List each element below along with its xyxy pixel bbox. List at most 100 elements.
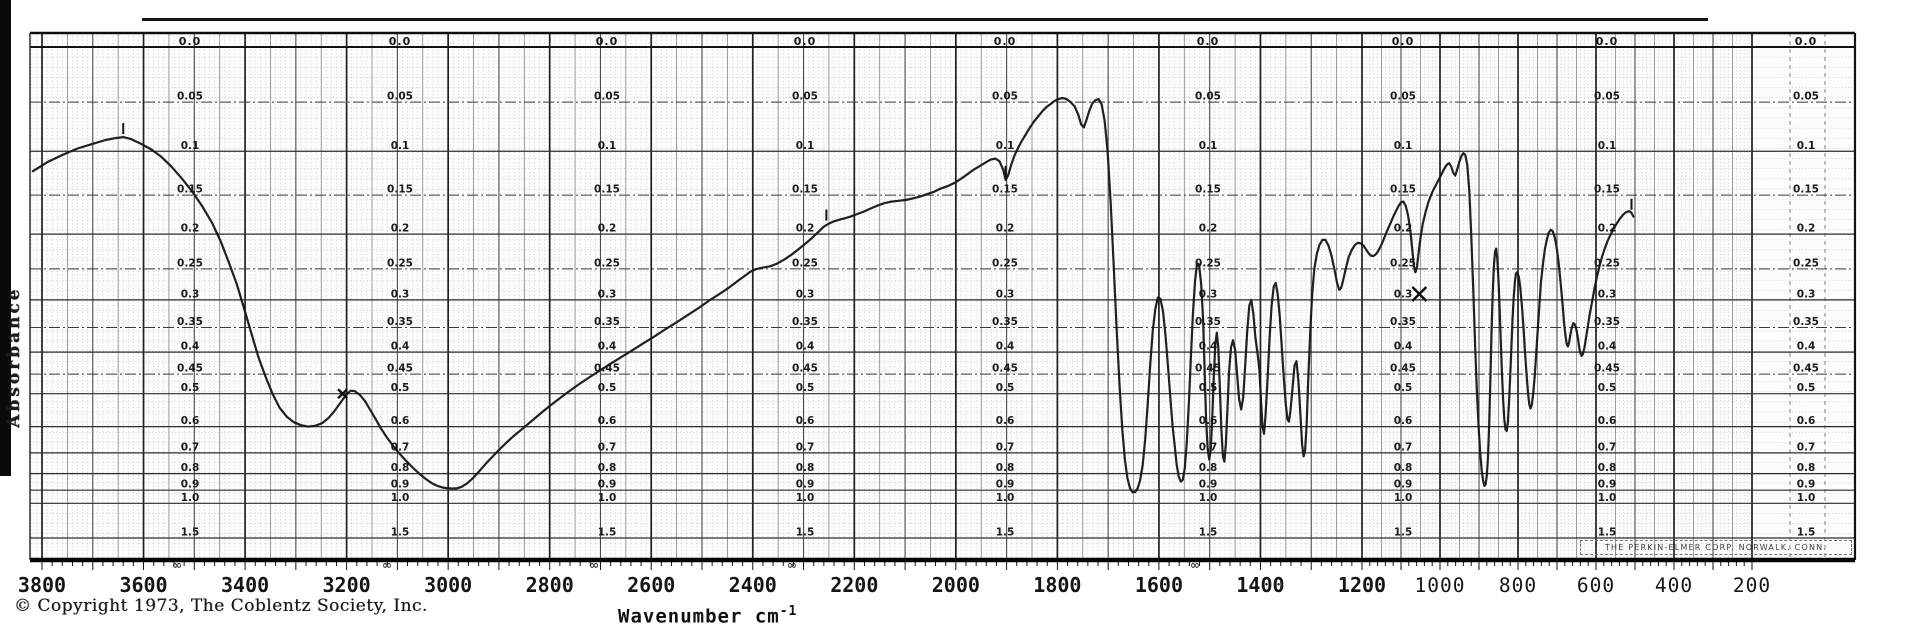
absorbance-label: 0.3 — [1797, 288, 1816, 300]
absorbance-label: 1.0 — [598, 492, 617, 504]
absorbance-label: 0.45 — [1195, 363, 1221, 375]
absorbance-label: 0.15 — [1793, 184, 1819, 196]
x-axis-title: Wavenumber cm-1 — [618, 604, 797, 627]
infinity-smudge: ∞ — [1190, 558, 1200, 572]
absorbance-label: 0.9 — [1797, 479, 1816, 491]
top-zero-label: 0.0 — [389, 35, 412, 48]
absorbance-label: 1.5 — [1598, 526, 1617, 538]
instrument-credit: THE PERKIN-ELMER CORP. NORWALK. CONN. — [1580, 540, 1852, 555]
absorbance-label: 1.5 — [796, 526, 815, 538]
x-tick-label: 3200 — [323, 573, 371, 597]
absorbance-label: 1.5 — [996, 526, 1015, 538]
absorbance-label: 1.0 — [1797, 492, 1816, 504]
x-tick-label: 1400 — [1236, 573, 1284, 597]
absorbance-label: 0.45 — [792, 363, 818, 375]
absorbance-label: 1.0 — [796, 492, 815, 504]
absorbance-label: 1.5 — [391, 526, 410, 538]
absorbance-label: 0.05 — [594, 91, 620, 103]
absorbance-label: 0.05 — [1793, 91, 1819, 103]
x-tick-label: 2400 — [729, 573, 777, 597]
absorbance-label: 0.45 — [177, 363, 203, 375]
absorbance-label: 0.2 — [391, 223, 410, 235]
absorbance-label: 1.5 — [598, 526, 617, 538]
absorbance-label: 0.25 — [992, 257, 1018, 269]
absorbance-label: 0.15 — [792, 184, 818, 196]
absorbance-label: 0.1 — [996, 140, 1015, 152]
absorbance-label: 1.0 — [996, 492, 1015, 504]
absorbance-label: 0.35 — [1195, 316, 1221, 328]
absorbance-label: 1.0 — [1394, 492, 1413, 504]
top-zero-label: 0.0 — [794, 35, 817, 48]
absorbance-label: 0.3 — [1394, 288, 1413, 300]
absorbance-label: 0.35 — [792, 316, 818, 328]
absorbance-label: 0.35 — [1390, 316, 1416, 328]
absorbance-label: 0.25 — [387, 257, 413, 269]
absorbance-label: 0.05 — [1594, 91, 1620, 103]
absorbance-label: 0.25 — [792, 257, 818, 269]
absorbance-label: 0.45 — [594, 363, 620, 375]
absorbance-label: 0.2 — [1797, 223, 1816, 235]
absorbance-label: 0.7 — [391, 441, 410, 453]
absorbance-label: 0.4 — [1394, 341, 1413, 353]
top-zero-label: 0.0 — [1197, 35, 1220, 48]
x-tick-label: 400 — [1655, 574, 1693, 597]
absorbance-label: 0.2 — [1199, 223, 1218, 235]
absorbance-label: 0.25 — [1594, 257, 1620, 269]
absorbance-label: 0.7 — [181, 441, 200, 453]
absorbance-label: 0.8 — [796, 462, 815, 474]
absorbance-label: 0.8 — [996, 462, 1015, 474]
x-tick-label: 3600 — [119, 573, 167, 597]
absorbance-label: 0.25 — [177, 257, 203, 269]
absorbance-label: 0.5 — [1598, 382, 1617, 394]
absorbance-label: 0.5 — [598, 382, 617, 394]
absorbance-label: 0.1 — [181, 140, 200, 152]
absorbance-label: 1.5 — [1797, 526, 1816, 538]
absorbance-label: 0.3 — [1598, 288, 1617, 300]
top-zero-label: 0.0 — [994, 35, 1017, 48]
top-zero-label: 0.0 — [179, 35, 202, 48]
absorbance-label: 0.05 — [992, 91, 1018, 103]
x-tick-label: 1600 — [1135, 573, 1183, 597]
absorbance-label: 0.25 — [594, 257, 620, 269]
absorbance-label: 0.7 — [996, 441, 1015, 453]
absorbance-label: 0.15 — [1390, 184, 1416, 196]
absorbance-label: 0.4 — [996, 341, 1015, 353]
absorbance-label: 0.45 — [992, 363, 1018, 375]
absorbance-label: 0.4 — [796, 341, 815, 353]
absorbance-label: 0.4 — [1598, 341, 1617, 353]
x-tick-label: 800 — [1499, 574, 1537, 597]
absorbance-label: 0.6 — [1394, 415, 1413, 427]
x-tick-label: 1000 — [1415, 574, 1466, 597]
absorbance-label: 0.6 — [1199, 415, 1218, 427]
absorbance-label: 0.4 — [181, 341, 200, 353]
absorbance-label: 1.0 — [181, 492, 200, 504]
absorbance-label: 0.45 — [1594, 363, 1620, 375]
x-tick-label: 200 — [1733, 574, 1771, 597]
absorbance-label: 0.35 — [1594, 316, 1620, 328]
top-zero-label: 0.0 — [596, 35, 619, 48]
absorbance-label: 0.7 — [1598, 441, 1617, 453]
absorbance-label: 1.0 — [1598, 492, 1617, 504]
absorbance-label: 0.6 — [1797, 415, 1816, 427]
absorbance-label: 0.25 — [1390, 257, 1416, 269]
x-axis-title-text: Wavenumber cm — [618, 605, 780, 628]
absorbance-label: 0.2 — [1394, 223, 1413, 235]
absorbance-label: 0.3 — [598, 288, 617, 300]
absorbance-label: 0.4 — [1797, 341, 1816, 353]
x-calibration-mark — [1411, 286, 1428, 302]
absorbance-label: 0.15 — [1195, 184, 1221, 196]
infinity-smudge: ∞ — [172, 558, 182, 572]
absorbance-label: 1.5 — [1394, 526, 1413, 538]
absorbance-label: 0.6 — [391, 415, 410, 427]
absorbance-label: 0.15 — [594, 184, 620, 196]
absorbance-label: 0.05 — [1195, 91, 1221, 103]
x-tick-label: 3800 — [18, 573, 66, 597]
x-tick-label: 3000 — [424, 573, 472, 597]
absorbance-label: 0.9 — [181, 479, 200, 491]
absorbance-label: 0.1 — [1394, 140, 1413, 152]
absorbance-label: 0.7 — [1797, 441, 1816, 453]
x-tick-label: 2600 — [627, 573, 675, 597]
absorbance-label: 0.3 — [996, 288, 1015, 300]
